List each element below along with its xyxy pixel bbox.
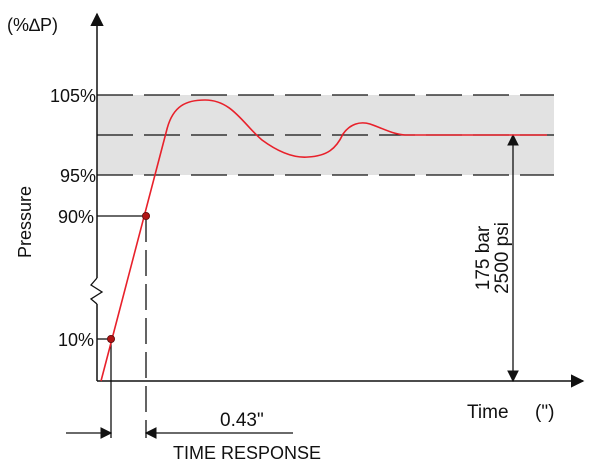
x-axis-label: Time: [467, 402, 509, 423]
p10-marker: [107, 334, 116, 343]
pressure-bar-label: 175 bar: [473, 225, 494, 290]
y-axis-break: [89, 277, 104, 305]
time-value-label: 0.43": [220, 410, 264, 431]
pressure-psi-label: 2500 psi: [492, 222, 513, 294]
p10-label: 10%: [58, 330, 94, 350]
pressure-response-curve: [100, 99, 547, 382]
time-response-label: TIME RESPONSE: [173, 443, 321, 463]
y-unit-label: (%∆P): [7, 15, 58, 35]
p90-label: 90%: [58, 207, 94, 227]
p90-marker: [141, 211, 150, 220]
y-axis-label: Pressure: [15, 186, 35, 258]
x-unit-label: ("): [535, 402, 554, 423]
lower-band-label: 95%: [60, 166, 96, 186]
upper-band-label: 105%: [50, 86, 96, 106]
